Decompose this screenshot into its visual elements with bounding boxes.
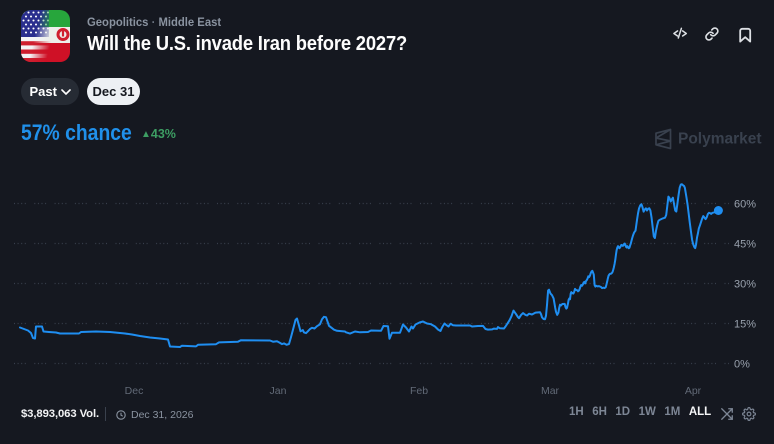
svg-text:Mar: Mar	[541, 385, 560, 397]
svg-text:15%: 15%	[734, 319, 756, 331]
svg-text:0%: 0%	[734, 359, 750, 371]
svg-text:Dec: Dec	[125, 385, 144, 397]
svg-text:Polymarket: Polymarket	[678, 130, 762, 147]
svg-text:Feb: Feb	[410, 385, 428, 397]
svg-text:Jan: Jan	[270, 385, 287, 397]
svg-text:60%: 60%	[734, 199, 756, 211]
svg-text:30%: 30%	[734, 279, 756, 291]
svg-text:Apr: Apr	[685, 385, 702, 397]
svg-text:45%: 45%	[734, 239, 756, 251]
